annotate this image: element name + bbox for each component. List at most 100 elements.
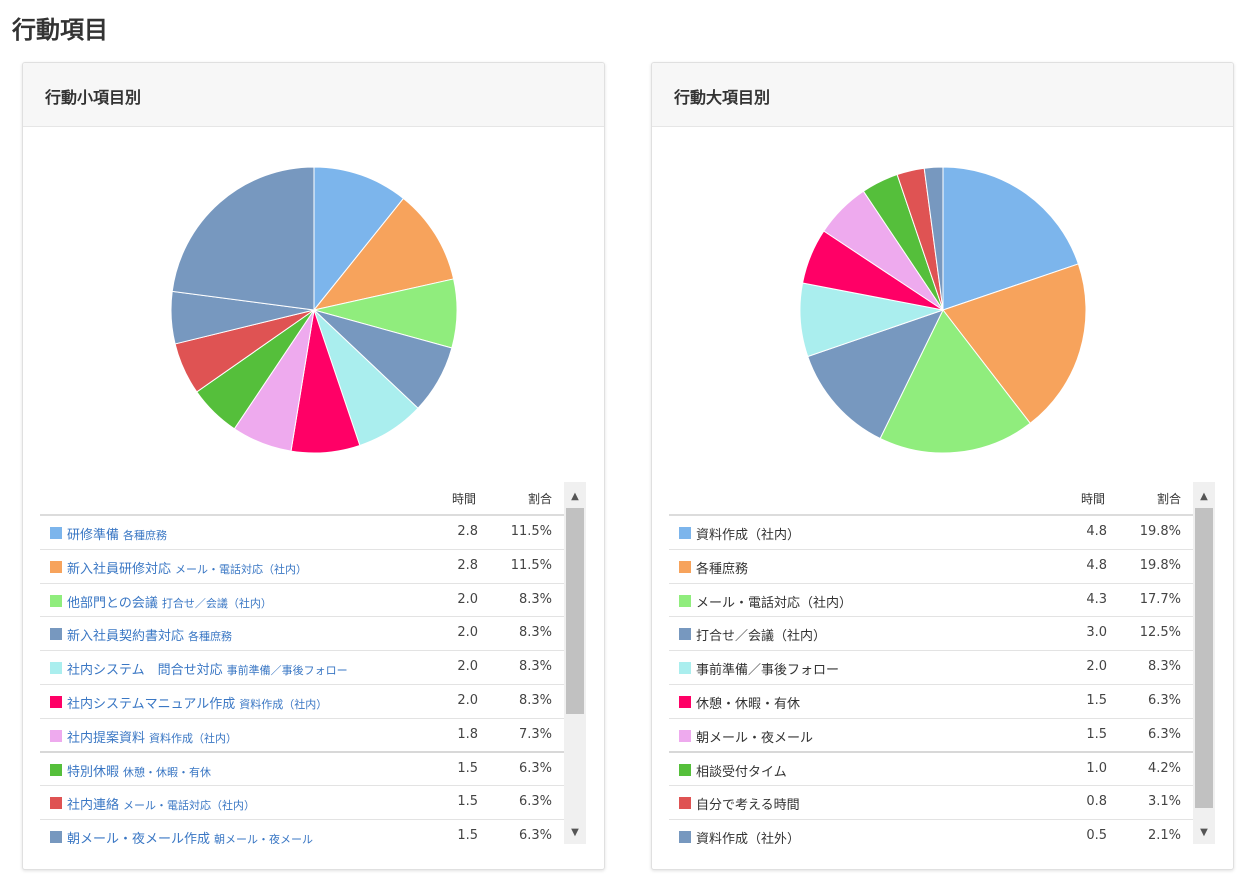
pie-slice[interactable] (313, 166, 405, 312)
row-label-category: メール・電話対応（社内） (123, 799, 256, 813)
table-row[interactable]: 打合せ／会議（社内） 3.0 12.5% (669, 617, 1193, 652)
legend-swatch (50, 594, 62, 607)
scroll-down-icon[interactable]: ▼ (571, 826, 579, 838)
table-row[interactable]: 研修準備 各種庶務 2.8 11.5% (40, 516, 564, 550)
legend-swatch (679, 662, 691, 675)
table-row[interactable]: 社内システムマニュアル作成 資料作成（社内） 2.0 8.3% (40, 685, 564, 719)
scroll-thumb[interactable] (1195, 508, 1213, 808)
table-row[interactable]: 自分で考える時間 0.8 3.1% (669, 786, 1193, 821)
row-ratio: 8.3% (518, 625, 552, 641)
row-ratio: 6.3% (1147, 692, 1181, 708)
row-label-main: 事前準備／事後フォロー (696, 663, 840, 679)
table-row[interactable]: 事前準備／事後フォロー 2.0 8.3% (669, 651, 1193, 685)
row-time: 2.0 (1086, 659, 1107, 675)
row-time: 2.8 (457, 524, 478, 539)
table-header: 時間 割合 (40, 482, 564, 516)
legend-swatch (50, 527, 62, 539)
pie-slice[interactable] (879, 309, 1031, 454)
row-ratio: 7.3% (518, 726, 552, 742)
row-time: 3.0 (1086, 625, 1107, 641)
row-ratio: 6.3% (1147, 726, 1181, 742)
legend-swatch (50, 560, 62, 573)
table-row[interactable]: 社内提案資料 資料作成（社内） 1.8 7.3% (40, 719, 564, 753)
scroll-up-icon[interactable]: ▲ (571, 490, 579, 502)
row-label[interactable]: 朝メール・夜メール作成 朝メール・夜メール (67, 828, 313, 844)
row-label[interactable]: 社内提案資料 資料作成（社内） (67, 727, 237, 746)
row-label[interactable]: 新入社員契約書対応 各種庶務 (67, 625, 232, 644)
row-label-main: 休憩・休暇・有休 (696, 696, 801, 712)
row-label: 休憩・休暇・有休 (696, 693, 800, 712)
row-label: 事前準備／事後フォロー (696, 659, 839, 678)
row-time: 4.8 (1086, 524, 1107, 539)
table-row[interactable]: 各種庶務 4.8 19.8% (669, 550, 1193, 584)
row-label-main: 新入社員契約書対応 (67, 629, 185, 645)
row-label-main: 自分で考える時間 (696, 798, 800, 814)
row-label: 自分で考える時間 (696, 794, 800, 813)
row-label: 打合せ／会議（社内） (696, 625, 826, 644)
table-row[interactable]: 特別休暇 休憩・休暇・有休 1.5 6.3% (40, 753, 564, 787)
legend-swatch (679, 729, 691, 742)
card-title: 行動大項目別 (674, 88, 771, 107)
table-row[interactable]: 朝メール・夜メール作成 朝メール・夜メール 1.5 6.3% (40, 820, 564, 844)
row-label: 資料作成（社内） (696, 524, 800, 543)
row-ratio: 11.5% (510, 524, 552, 539)
row-ratio: 2.1% (1147, 828, 1181, 844)
scroll-up-icon[interactable]: ▲ (1200, 490, 1208, 502)
row-time: 0.5 (1086, 828, 1107, 844)
row-label-main: 相談受付タイム (696, 764, 787, 780)
legend-swatch (50, 831, 62, 844)
table-row[interactable]: メール・電話対応（社内） 4.3 17.7% (669, 584, 1193, 618)
row-label-main: 社内提案資料 (67, 730, 146, 746)
row-time: 0.8 (1086, 794, 1107, 810)
row-label-main: 特別休暇 (67, 764, 120, 780)
row-label: 相談受付タイム (696, 761, 787, 780)
card-title: 行動小項目別 (45, 88, 142, 107)
pie-slice[interactable] (942, 263, 1087, 425)
row-label[interactable]: 社内システムマニュアル作成 資料作成（社内） (67, 693, 327, 712)
row-ratio: 8.3% (518, 591, 552, 607)
row-time: 1.5 (1086, 726, 1107, 742)
pie-slice[interactable] (942, 166, 1080, 311)
table-row[interactable]: 資料作成（社内） 4.8 19.8% (669, 516, 1193, 550)
row-label[interactable]: 研修準備 各種庶務 (67, 524, 167, 543)
legend-swatch (50, 797, 62, 810)
scroll-down-icon[interactable]: ▼ (1200, 826, 1208, 838)
pie-slice-other[interactable] (171, 166, 315, 311)
table-body: 資料作成（社内） 4.8 19.8% 各種庶務 4.8 19.8% メール・電話対応（社内）… (669, 516, 1193, 844)
row-label[interactable]: 社内システム 問合せ対応 事前準備／事後フォロー (67, 659, 348, 678)
row-ratio: 6.3% (518, 760, 552, 776)
table-row[interactable]: 他部門との会議 打合せ／会議（社内） 2.0 8.3% (40, 584, 564, 618)
row-ratio: 17.7% (1139, 591, 1181, 607)
table-row[interactable]: 朝メール・夜メール 1.5 6.3% (669, 719, 1193, 753)
pie-slice[interactable] (923, 166, 944, 311)
table-row[interactable]: 資料作成（社外） 0.5 2.1% (669, 820, 1193, 844)
table-row[interactable]: 新入社員研修対応 メール・電話対応（社内） 2.8 11.5% (40, 550, 564, 584)
pie-slice[interactable] (312, 197, 455, 311)
row-label: 朝メール・夜メール (696, 727, 813, 746)
row-label[interactable]: 新入社員研修対応 メール・電話対応（社内） (67, 558, 307, 577)
row-label-main: メール・電話対応（社内） (696, 595, 853, 611)
row-time: 1.0 (1086, 760, 1107, 776)
row-ratio: 8.3% (1147, 659, 1181, 675)
row-label[interactable]: 特別休暇 休憩・休暇・有休 (67, 761, 211, 780)
card-header: 行動小項目別 (23, 63, 604, 127)
row-label-main: 打合せ／会議（社内） (696, 629, 827, 645)
scrollbar[interactable]: ▲ ▼ (1193, 482, 1215, 844)
table-row[interactable]: 相談受付タイム 1.0 4.2% (669, 753, 1193, 787)
row-label[interactable]: 社内連絡 メール・電話対応（社内） (67, 794, 255, 813)
pie-slice[interactable] (807, 309, 944, 440)
table-row[interactable]: 新入社員契約書対応 各種庶務 2.0 8.3% (40, 617, 564, 652)
card-small-items: 行動小項目別 時間 割合 研修準備 各種庶務 2.8 11.5% 新入社員研修対応 メール… (22, 62, 605, 870)
scrollbar[interactable]: ▲ ▼ (564, 482, 586, 844)
row-time: 2.0 (457, 591, 478, 607)
row-label-category: 朝メール・夜メール (214, 833, 314, 844)
row-label-category: 各種庶務 (188, 630, 233, 644)
table-row[interactable]: 休憩・休暇・有休 1.5 6.3% (669, 685, 1193, 719)
row-label[interactable]: 他部門との会議 打合せ／会議（社内） (67, 592, 272, 611)
table-row[interactable]: 社内連絡 メール・電話対応（社内） 1.5 6.3% (40, 786, 564, 821)
legend-swatch (679, 594, 691, 607)
scroll-thumb[interactable] (566, 508, 584, 714)
pie-chart-large (652, 127, 1233, 479)
header-ratio: 割合 (1156, 492, 1181, 506)
table-row[interactable]: 社内システム 問合せ対応 事前準備／事後フォロー 2.0 8.3% (40, 651, 564, 685)
